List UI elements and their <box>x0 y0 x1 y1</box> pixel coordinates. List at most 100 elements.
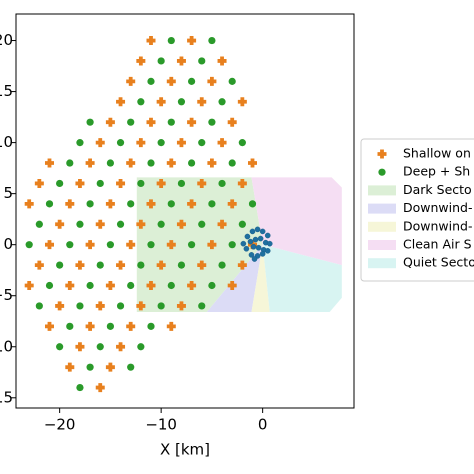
point <box>247 158 257 168</box>
point <box>106 322 114 330</box>
point <box>24 199 34 209</box>
point <box>95 383 105 393</box>
point <box>86 281 94 290</box>
point <box>35 220 43 228</box>
point <box>44 321 54 331</box>
point <box>187 241 196 249</box>
point <box>218 98 226 106</box>
point <box>105 281 115 291</box>
point <box>66 322 74 330</box>
point <box>197 260 207 270</box>
point <box>166 76 176 86</box>
point <box>85 321 95 331</box>
x-tick-label: −10 <box>145 416 177 434</box>
point <box>44 240 54 250</box>
point <box>228 241 236 249</box>
point <box>127 200 135 208</box>
point <box>254 226 261 233</box>
point <box>86 363 94 371</box>
point <box>116 178 126 188</box>
x-axis-label: X [km] <box>160 441 210 459</box>
point <box>238 220 246 228</box>
legend-label: Downwind- <box>403 200 472 215</box>
point <box>176 138 186 148</box>
point <box>238 139 246 147</box>
point <box>264 248 271 254</box>
point <box>167 200 175 208</box>
point <box>75 178 85 188</box>
point <box>207 76 217 86</box>
point <box>136 138 146 148</box>
point <box>96 343 104 351</box>
point <box>137 261 145 269</box>
point <box>65 281 75 291</box>
point <box>237 178 247 188</box>
point <box>106 159 114 167</box>
point <box>86 118 94 126</box>
point <box>240 240 247 247</box>
point <box>227 117 237 127</box>
point <box>137 179 145 188</box>
y-tick-label: 15 <box>0 82 13 100</box>
point <box>244 233 251 240</box>
sector-region <box>251 244 270 313</box>
point <box>167 281 175 290</box>
point <box>116 260 126 270</box>
point <box>95 301 105 311</box>
sector-region <box>262 244 342 313</box>
legend-swatch <box>368 185 396 196</box>
point <box>167 36 175 45</box>
point <box>198 302 206 310</box>
point <box>146 199 156 209</box>
point <box>176 56 186 66</box>
point <box>198 57 206 65</box>
point <box>116 139 125 147</box>
point <box>217 138 227 148</box>
point <box>227 281 237 291</box>
point <box>166 321 176 331</box>
point <box>45 200 54 208</box>
point <box>56 179 64 188</box>
point <box>259 228 266 235</box>
point <box>126 321 136 331</box>
point <box>126 240 136 250</box>
point <box>207 158 217 168</box>
x-tick-label: −20 <box>44 416 76 434</box>
point <box>187 159 196 167</box>
point <box>248 252 255 258</box>
point <box>217 56 227 66</box>
point <box>34 260 44 270</box>
point <box>56 261 64 269</box>
plot-frame <box>15 13 355 409</box>
legend-swatch <box>368 240 396 250</box>
point <box>167 118 175 126</box>
legend-marker <box>378 168 386 176</box>
point <box>55 301 65 311</box>
point <box>249 228 256 235</box>
point <box>248 200 257 208</box>
point <box>198 139 206 147</box>
point <box>166 158 176 168</box>
point <box>208 36 216 45</box>
point <box>197 178 207 188</box>
point <box>24 281 34 291</box>
point <box>136 219 146 229</box>
point <box>218 261 226 269</box>
legend-swatch <box>368 258 396 269</box>
point <box>176 219 186 229</box>
point <box>127 118 135 126</box>
point <box>66 159 74 167</box>
point <box>177 179 186 188</box>
point <box>76 139 84 147</box>
sector-region <box>206 244 263 313</box>
point <box>75 342 85 352</box>
point <box>187 117 197 127</box>
point <box>85 240 95 250</box>
point <box>146 117 156 127</box>
point <box>45 281 54 290</box>
point <box>187 281 197 291</box>
point <box>266 240 273 247</box>
point <box>147 159 155 167</box>
point <box>252 236 259 243</box>
